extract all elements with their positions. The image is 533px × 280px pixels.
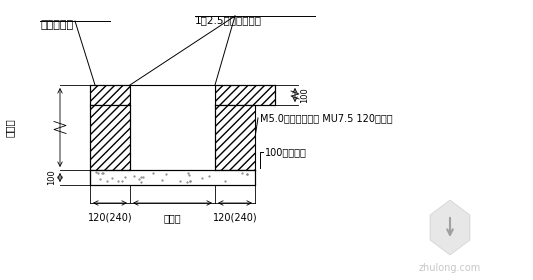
Text: zhulong.com: zhulong.com — [419, 263, 481, 273]
Polygon shape — [430, 200, 470, 255]
Bar — [130, 85, 215, 105]
Text: 120(240): 120(240) — [88, 213, 132, 223]
Bar — [90, 170, 255, 185]
Text: 120(240): 120(240) — [213, 213, 257, 223]
Text: 100: 100 — [47, 170, 56, 185]
Bar — [215, 85, 275, 105]
Text: 地梁深: 地梁深 — [5, 118, 15, 137]
Text: 地梁宽: 地梁宽 — [164, 213, 181, 223]
Bar — [90, 85, 130, 105]
Text: 100: 100 — [300, 87, 309, 103]
Text: 100厚砂垫层: 100厚砂垫层 — [265, 147, 307, 157]
Bar — [90, 105, 130, 170]
Bar — [215, 105, 255, 170]
Text: 1：2.5水泥砂浆粉刷: 1：2.5水泥砂浆粉刷 — [195, 15, 262, 25]
Text: M5.0水泥砂浆砌筑 MU7.5 120厚砖墙: M5.0水泥砂浆砌筑 MU7.5 120厚砖墙 — [260, 113, 393, 123]
Text: 地梁或承台: 地梁或承台 — [40, 20, 73, 30]
